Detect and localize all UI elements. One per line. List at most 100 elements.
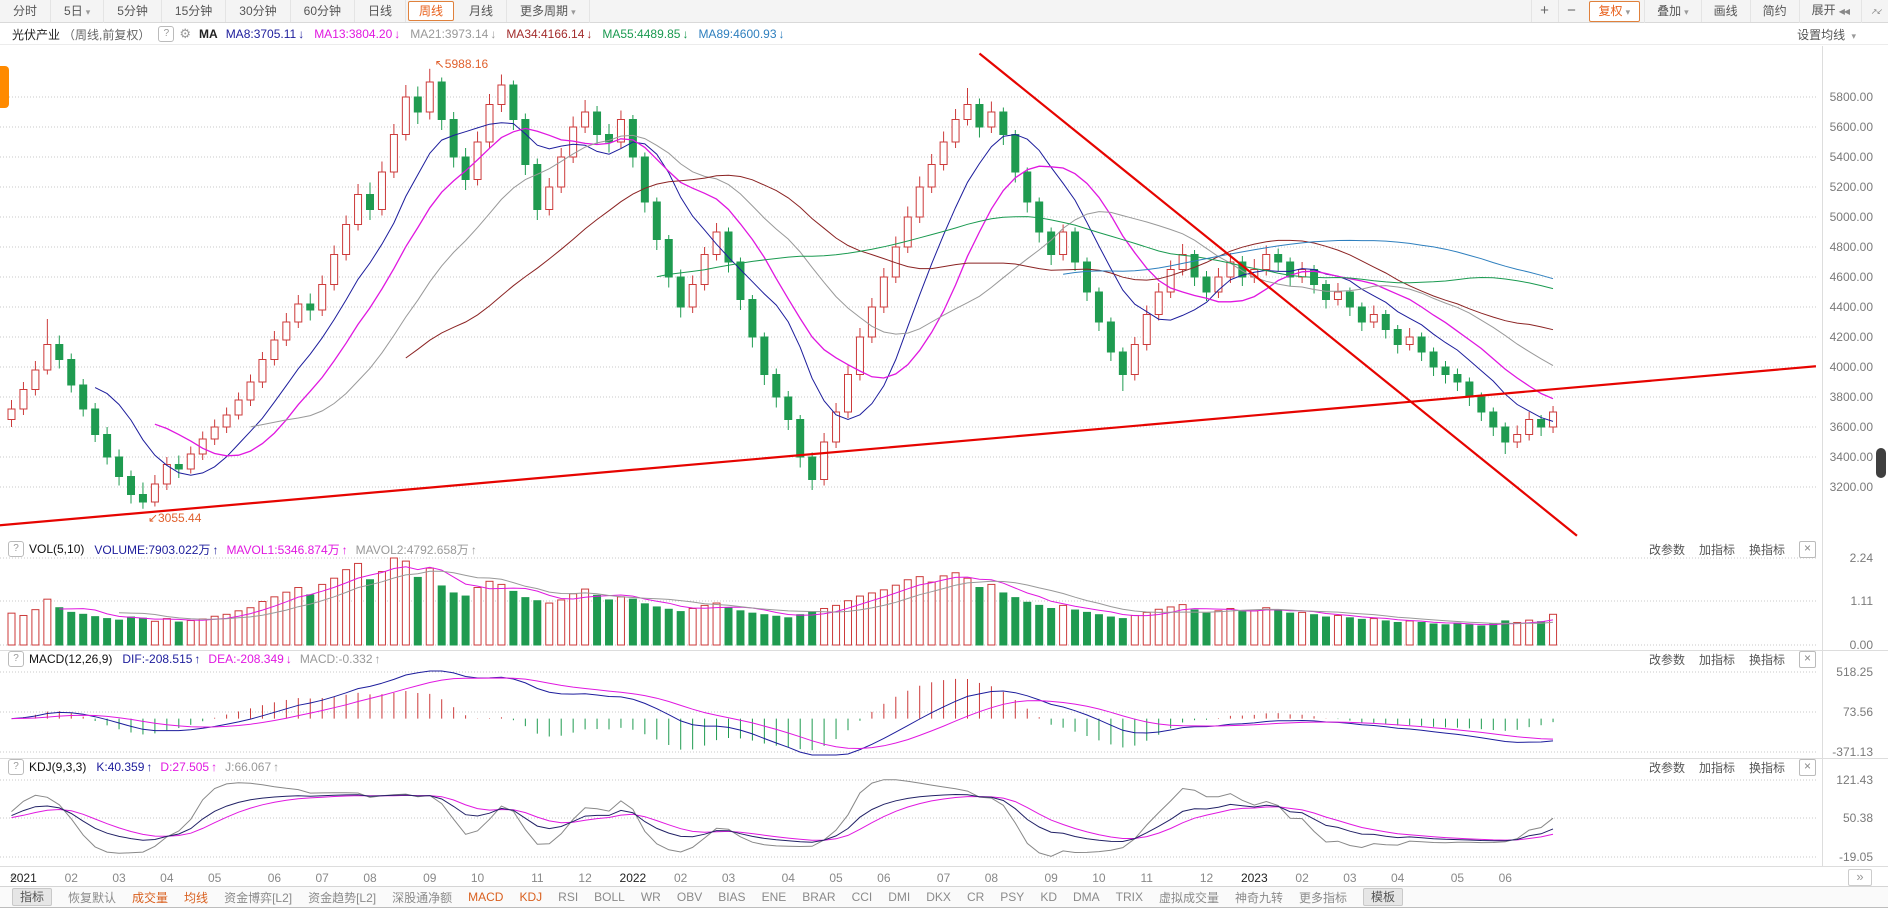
close-icon[interactable]: × [1799,651,1816,668]
close-icon[interactable]: × [1799,541,1816,558]
toolbar-button-画线[interactable]: 画线 [1700,0,1750,22]
period-tab-日线[interactable]: 日线 [355,0,407,22]
ma-value: MA21:3973.14 [410,27,489,41]
indicator-成交量[interactable]: 成交量 [132,890,169,905]
indicator-value: VOLUME:7903.022万 ↑ [94,541,224,558]
period-tab-5日[interactable]: 5日 ▾ [51,0,105,23]
gear-icon[interactable]: ⚙ [179,26,192,41]
indicator-value: J:66.067 ↑ [225,760,285,774]
indicator-KD[interactable]: KD [1040,890,1057,904]
collapse-icon: ↗↙ [1870,7,1883,16]
time-scroll-right[interactable]: » [1848,869,1872,886]
period-tab-5分钟[interactable]: 5分钟 [104,0,162,22]
axis-divider [1822,46,1823,866]
indicator-模板[interactable]: 模板 [1363,888,1404,906]
toolbar-button-展开[interactable]: 展开 ◀◀ [1798,0,1861,23]
collapse-panel-button[interactable]: ↗↙ [1861,0,1888,23]
pane-tool-加指标[interactable]: 加指标 [1698,543,1735,557]
chevron-down-icon: ▾ [1851,31,1856,41]
ma-legend-item: MA34:4166.14 ↓ [506,27,598,41]
indicator-资金趋势[L2][interactable]: 资金趋势[L2] [308,890,377,905]
pane-divider [0,758,1888,759]
period-tab-周线[interactable]: 周线 [408,1,455,21]
indicator-DMI[interactable]: DMI [888,890,911,904]
period-tab-30分钟[interactable]: 30分钟 [226,0,291,22]
price-tick: 4800.00 [1829,240,1873,254]
candlestick-layer [7,68,1558,509]
time-axis-label: 12 [1199,871,1214,885]
kdj-lines [11,779,1554,857]
scrollbar-thumb[interactable] [1876,448,1886,478]
indicator-RSI[interactable]: RSI [558,890,579,904]
close-icon[interactable]: × [1799,759,1816,776]
indicator-WR[interactable]: WR [640,890,661,904]
period-tab-月线[interactable]: 月线 [456,0,508,22]
indicator-name-kdj: KDJ(9,3,3) [29,760,87,774]
pane-tool-换指标[interactable]: 换指标 [1748,653,1785,667]
indicator-DMA[interactable]: DMA [1072,890,1100,904]
indicator-MACD[interactable]: MACD [468,890,504,904]
indicator-指标[interactable]: 指标 [12,888,53,906]
time-scroll-left[interactable]: « [10,869,18,884]
help-icon[interactable]: ? [8,541,24,557]
indicator-BOLL[interactable]: BOLL [594,890,625,904]
indicator-value-text: VOLUME:7903.022万 [94,542,211,557]
ma-legend-prefix: MA [199,27,218,41]
indicator-神奇九转[interactable]: 神奇九转 [1235,890,1284,905]
indicator-BRAR[interactable]: BRAR [802,890,836,904]
pane-tool-换指标[interactable]: 换指标 [1748,761,1785,775]
time-axis-label: 02 [674,871,688,885]
indicator-DKX[interactable]: DKX [926,890,951,904]
period-tab-15分钟[interactable]: 15分钟 [162,0,227,22]
indicator-均线[interactable]: 均线 [184,890,209,905]
toolbar-button-简约[interactable]: 简约 [1749,0,1799,22]
macd-tick: 73.56 [1842,705,1873,719]
pane-tool-改参数[interactable]: 改参数 [1648,653,1685,667]
ma-settings-link[interactable]: 设置均线 ▾ [1797,26,1856,43]
pane-tool-加指标[interactable]: 加指标 [1698,761,1735,775]
indicator-PSY[interactable]: PSY [1000,890,1025,904]
help-icon[interactable]: ? [8,759,24,775]
indicator-name-vol: VOL(5,10) [29,542,85,556]
toolbar-button-叠加[interactable]: 叠加 ▾ [1644,0,1701,23]
time-axis-label: 2022 [619,871,647,885]
ma-legend-item: MA13:3804.20 ↓ [314,27,406,41]
time-axis-label: 07 [315,871,329,885]
indicator-CCI[interactable]: CCI [851,890,873,904]
time-axis-label: 10 [470,871,485,885]
pane-tool-加指标[interactable]: 加指标 [1698,653,1735,667]
indicator-BIAS[interactable]: BIAS [718,890,746,904]
indicator-恢复默认[interactable]: 恢复默认 [68,890,117,905]
help-icon[interactable]: ? [8,651,24,667]
macd-tick: -371.13 [1832,745,1873,759]
indicator-资金博弈[L2][interactable]: 资金博弈[L2] [224,890,293,905]
chevron-down-icon: ▾ [571,6,576,17]
indicator-KDJ[interactable]: KDJ [519,890,543,904]
indicator-更多指标[interactable]: 更多指标 [1299,890,1348,905]
pane-tool-改参数[interactable]: 改参数 [1648,761,1685,775]
period-tab-更多周期[interactable]: 更多周期 ▾ [507,0,590,23]
indicator-TRIX[interactable]: TRIX [1115,890,1143,904]
help-icon[interactable]: ? [158,26,175,42]
indicator-OBV[interactable]: OBV [676,890,703,904]
pane-tool-换指标[interactable]: 换指标 [1748,543,1785,557]
price-tick: 3800.00 [1829,390,1873,404]
zoom-in-button[interactable]: + [1530,0,1558,22]
trend-lines[interactable] [0,52,1817,537]
instrument-info-row: 光伏产业 （周线,前复权） ? ⚙ MA MA8:3705.11 ↓ MA13:38… [0,24,1888,45]
left-edge-tab[interactable] [0,66,9,108]
indicator-虚拟成交量[interactable]: 虚拟成交量 [1159,890,1220,905]
price-tick: 5600.00 [1829,120,1873,134]
indicator-CR[interactable]: CR [966,890,985,904]
indicator-ENE[interactable]: ENE [761,890,787,904]
zoom-out-button[interactable]: − [1557,0,1585,22]
macd-histogram [11,670,1554,756]
trend-arrow-icon: ↑ [212,542,219,557]
period-tab-分时[interactable]: 分时 [0,0,52,22]
pane-tool-改参数[interactable]: 改参数 [1648,543,1685,557]
toolbar-button-复权[interactable]: 复权 ▾ [1588,0,1641,22]
indicator-深股通净额[interactable]: 深股通净额 [392,890,453,905]
period-tab-60分钟[interactable]: 60分钟 [291,0,355,22]
